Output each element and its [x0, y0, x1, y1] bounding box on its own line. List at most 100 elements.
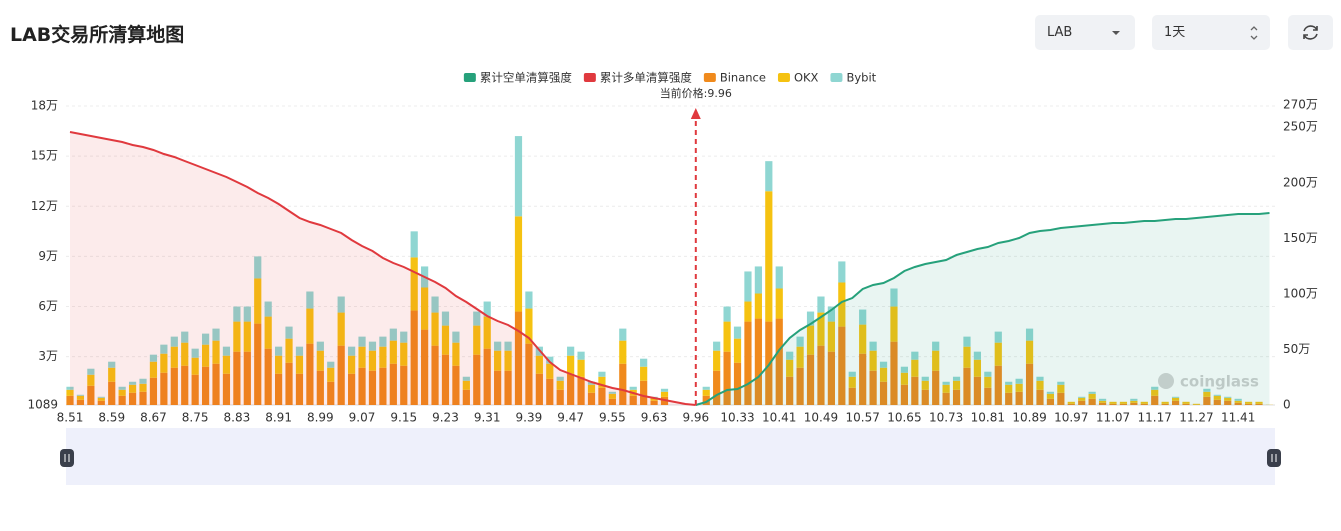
bar-segment [76, 394, 85, 396]
bar-segment [128, 384, 137, 393]
bar-segment [577, 351, 585, 360]
bar-segment [462, 380, 470, 390]
bar-segment [598, 387, 606, 405]
legend-marker [463, 73, 476, 82]
bar-segment [567, 346, 575, 356]
bar-segment [1130, 400, 1138, 403]
x-tick-label: 10.65 [887, 411, 921, 425]
x-tick-label: 10.49 [804, 411, 838, 425]
bar-segment [942, 392, 950, 405]
zoom-handle-left[interactable] [60, 449, 74, 467]
bar-segment [1078, 400, 1086, 405]
bar-segment [1203, 388, 1211, 392]
bar-segment [170, 346, 178, 368]
bar-segment [650, 400, 658, 405]
bar-segment [1036, 389, 1044, 405]
bar-segment [744, 321, 752, 405]
bar-segment [963, 346, 971, 368]
bar-segment [462, 376, 470, 381]
x-tick-label: 8.59 [98, 411, 125, 425]
x-tick-label: 10.33 [720, 411, 754, 425]
bar-segment [984, 376, 992, 388]
bar-segment [1234, 400, 1242, 403]
bar-segment [306, 308, 314, 344]
bar-segment [264, 301, 272, 317]
bar-segment [869, 350, 877, 371]
bar-segment [932, 370, 940, 405]
bar-segment [1057, 392, 1065, 405]
bar-segment [201, 333, 210, 345]
refresh-icon [1303, 25, 1318, 40]
bar-segment [723, 321, 731, 352]
bar-segment [1088, 393, 1096, 399]
bar-segment [295, 346, 304, 356]
bar-segment [201, 366, 210, 405]
x-tick-label: 8.67 [140, 411, 167, 425]
bar-segment [181, 342, 189, 366]
x-tick-label: 10.73 [929, 411, 963, 425]
bar-segment [295, 355, 304, 374]
bar-segment [608, 391, 616, 394]
bar-segment [87, 368, 95, 375]
bar-segment [932, 350, 940, 371]
bar-segment [546, 363, 554, 379]
bar-segment [128, 381, 137, 385]
bar-segment [1119, 403, 1128, 405]
bar-segment [1098, 400, 1107, 403]
bar-segment [942, 381, 950, 385]
symbol-select[interactable]: LAB [1035, 15, 1135, 50]
bar-segment [1213, 399, 1221, 405]
bar-segment [473, 354, 481, 405]
bar-segment [379, 346, 387, 368]
bar-segment [535, 373, 543, 405]
bar-segment [1234, 402, 1242, 405]
bar-segment [796, 346, 804, 368]
bar-segment [525, 291, 533, 309]
bar-segment [952, 380, 961, 390]
bar-segment [1171, 400, 1180, 405]
bar-segment [441, 311, 450, 326]
x-tick-label: 8.83 [224, 411, 251, 425]
bar-segment [775, 266, 783, 289]
bar-segment [1140, 401, 1148, 404]
bar-segment [817, 345, 825, 405]
bar-segment [744, 271, 752, 302]
bar-segment [139, 391, 147, 405]
y-tick-label: 1089 [27, 398, 58, 412]
bar-segment [452, 342, 460, 366]
bar-segment [389, 363, 397, 405]
bar-segment [264, 348, 272, 405]
refresh-button[interactable] [1288, 15, 1333, 50]
bar-segment [243, 306, 251, 322]
bar-segment [1098, 398, 1107, 401]
bar-segment [587, 392, 596, 405]
bar-segment [619, 328, 627, 341]
y2-tick-label: 270万 [1283, 98, 1318, 112]
bar-segment [243, 351, 251, 405]
bar-segment [462, 389, 470, 405]
bar-segment [149, 377, 158, 405]
bar-segment [160, 353, 168, 373]
bar-segment [389, 340, 397, 364]
bar-segment [838, 261, 846, 283]
area [695, 213, 1270, 405]
bar-segment [817, 312, 825, 346]
y-tick-label: 6万 [38, 299, 58, 313]
interval-select[interactable]: 1天 [1152, 15, 1270, 50]
x-tick-label: 8.75 [182, 411, 209, 425]
bar-segment [149, 354, 158, 362]
bar-segment [327, 367, 335, 382]
zoom-slider[interactable] [66, 428, 1275, 485]
bar-segment [556, 389, 564, 405]
y2-tick-label: 50万 [1283, 342, 1310, 356]
bar-segment [1151, 389, 1159, 396]
bar-segment [295, 373, 304, 405]
bar-segment [702, 386, 710, 390]
bar-segment [431, 296, 439, 313]
bar-segment [421, 329, 429, 405]
bar-segment [1005, 392, 1013, 405]
bar-segment [1067, 403, 1075, 405]
zoom-handle-right[interactable] [1267, 449, 1281, 467]
bar-segment [525, 343, 533, 405]
